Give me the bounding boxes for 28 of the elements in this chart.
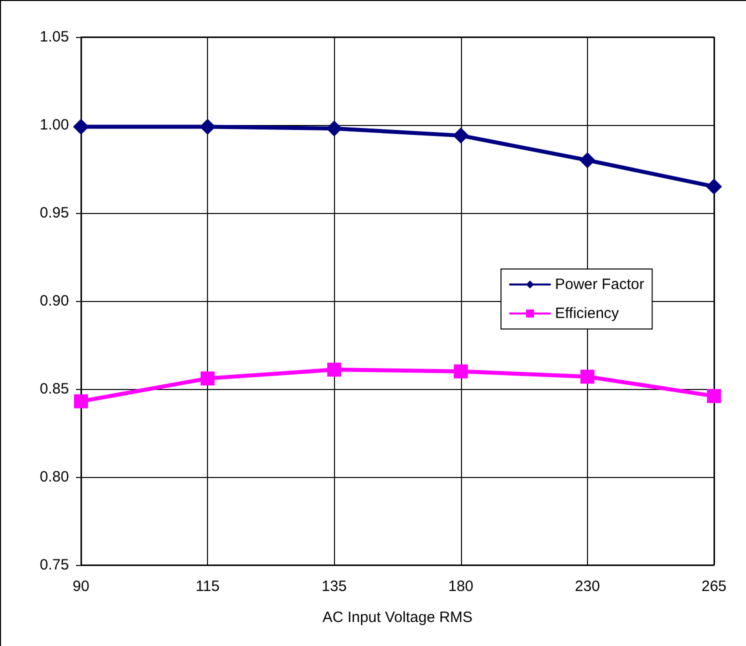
y-tick-label: 0.80: [40, 468, 69, 486]
y-tick-label: 0.95: [40, 204, 69, 222]
point: [452, 128, 469, 144]
x-tick-label: 90: [72, 578, 90, 595]
point: [579, 152, 596, 168]
point: [707, 389, 721, 404]
x-tick-label: 115: [196, 578, 220, 595]
point: [454, 364, 468, 378]
y-tick-label: 0.75: [40, 556, 69, 574]
y-tick-label: 0.90: [40, 292, 69, 310]
x-axis-title: AC Input Voltage RMS: [322, 609, 473, 626]
point: [327, 362, 342, 377]
point: [326, 120, 342, 137]
x-tick-label: 180: [448, 578, 474, 595]
legend-label: Efficiency: [555, 305, 620, 322]
point: [74, 394, 88, 408]
point: [200, 118, 216, 135]
y-tick-label: 0.85: [40, 380, 69, 398]
y-tick-label: 1.05: [40, 28, 69, 46]
point: [706, 178, 722, 195]
point: [73, 118, 89, 135]
legend-label: Power Factor: [555, 276, 644, 293]
point: [200, 371, 215, 386]
y-tick-label: 1.00: [40, 116, 69, 134]
x-tick-label: 230: [574, 578, 600, 595]
point: [580, 370, 594, 384]
x-tick-label: 135: [322, 578, 347, 595]
x-tick-label: 265: [701, 578, 727, 595]
